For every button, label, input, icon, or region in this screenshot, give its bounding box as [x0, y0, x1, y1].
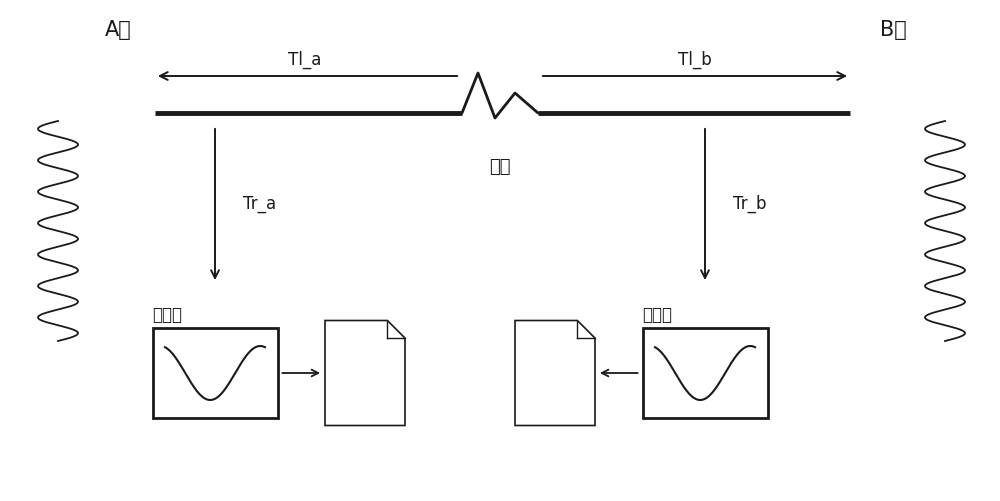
Text: Tr_b: Tr_b [733, 194, 767, 213]
Bar [152, 328, 278, 418]
Text: B站: B站 [880, 20, 907, 40]
Text: 录波器: 录波器 [642, 306, 672, 323]
Text: Tl_b: Tl_b [678, 51, 712, 69]
Text: A站: A站 [105, 20, 132, 40]
Bar [642, 328, 768, 418]
Polygon shape [325, 321, 405, 426]
Text: Tr_a: Tr_a [243, 194, 276, 212]
Text: 录波器: 录波器 [152, 306, 182, 323]
Text: 故障: 故障 [489, 158, 511, 176]
Polygon shape [515, 321, 595, 426]
Text: Tl_a: Tl_a [288, 51, 322, 69]
